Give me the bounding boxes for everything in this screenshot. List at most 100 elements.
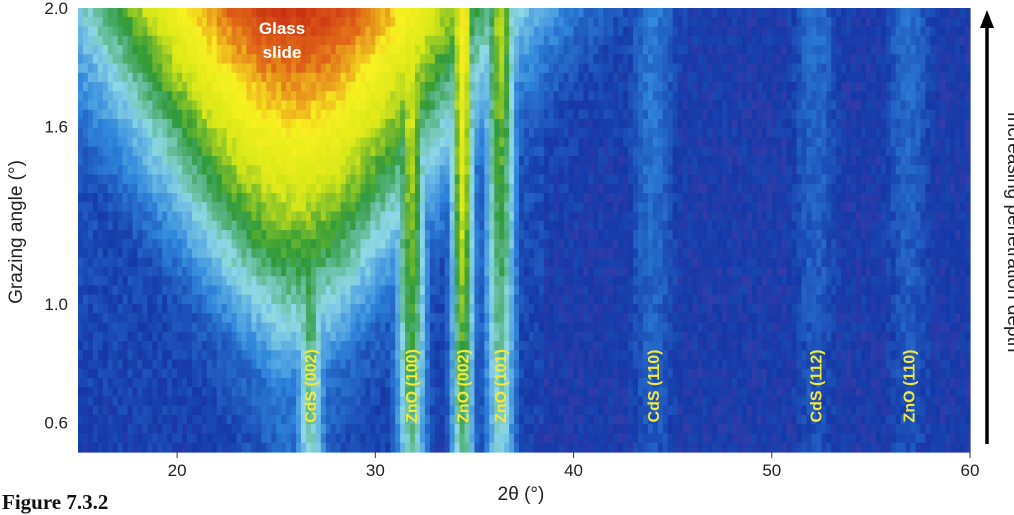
- heatmap-cell: [504, 72, 510, 83]
- heatmap-cell: [479, 54, 485, 65]
- heatmap-cell: [236, 220, 243, 231]
- heatmap-cell: [742, 137, 748, 148]
- heatmap-cell: [301, 220, 307, 231]
- heatmap-cell: [325, 109, 332, 120]
- heatmap-cell: [400, 211, 406, 222]
- heatmap-cell: [712, 156, 718, 166]
- heatmap-cell: [137, 109, 144, 120]
- heatmap-cell: [791, 100, 798, 111]
- heatmap-cell: [494, 137, 500, 148]
- heatmap-cell: [776, 45, 783, 55]
- heatmap-cell: [127, 183, 134, 194]
- heatmap-cell: [87, 8, 94, 18]
- heatmap-cell: [593, 137, 599, 148]
- heatmap-cell: [310, 156, 317, 166]
- heatmap-cell: [196, 82, 203, 92]
- heatmap-cell: [167, 239, 173, 250]
- heatmap-cell: [92, 248, 99, 259]
- heatmap-cell: [608, 91, 614, 102]
- heatmap-cell: [821, 91, 827, 102]
- heatmap-cell: [955, 211, 961, 222]
- heatmap-cell: [424, 35, 431, 46]
- heatmap-cell: [196, 72, 203, 83]
- heatmap-cell: [137, 220, 144, 231]
- heatmap-cell: [400, 63, 406, 74]
- heatmap-cell: [191, 82, 198, 92]
- heatmap-cell: [900, 193, 907, 203]
- heatmap-cell: [895, 174, 902, 185]
- heatmap-cell: [137, 17, 144, 28]
- heatmap-cell: [960, 119, 966, 129]
- heatmap-cell: [836, 193, 842, 203]
- heatmap-cell: [826, 35, 832, 46]
- heatmap-cell: [489, 165, 495, 176]
- heatmap-cell: [920, 174, 926, 185]
- heatmap-cell: [410, 220, 416, 231]
- heatmap-cell: [385, 26, 391, 37]
- heatmap-cell: [102, 8, 109, 18]
- heatmap-cell: [177, 63, 183, 74]
- heatmap-cell: [509, 220, 515, 231]
- heatmap-cell: [935, 54, 941, 65]
- heatmap-cell: [935, 193, 941, 203]
- heatmap-cell: [87, 119, 94, 129]
- heatmap-cell: [266, 72, 272, 83]
- heatmap-cell: [449, 128, 456, 139]
- heatmap-cell: [97, 248, 104, 259]
- heatmap-cell: [737, 82, 743, 92]
- heatmap-cell: [756, 165, 763, 176]
- heatmap-cell: [662, 63, 669, 74]
- heatmap-cell: [633, 91, 639, 102]
- heatmap-cell: [950, 220, 956, 231]
- heatmap-cell: [117, 165, 124, 176]
- heatmap-cell: [806, 165, 813, 176]
- heatmap-cell: [414, 8, 421, 18]
- heatmap-cell: [672, 193, 679, 203]
- heatmap-cell: [484, 220, 490, 231]
- heatmap-cell: [182, 26, 188, 37]
- heatmap-cell: [375, 202, 381, 213]
- heatmap-cell: [489, 8, 495, 18]
- heatmap-cell: [296, 119, 302, 129]
- heatmap-cell: [890, 63, 897, 74]
- heatmap-cell: [107, 119, 114, 129]
- heatmap-cell: [479, 82, 485, 92]
- heatmap-cell: [563, 239, 570, 250]
- heatmap-cell: [717, 202, 723, 213]
- heatmap-cell: [325, 156, 332, 166]
- heatmap-cell: [281, 128, 287, 139]
- heatmap-cell: [107, 128, 114, 139]
- heatmap-cell: [533, 109, 540, 120]
- heatmap-cell: [707, 239, 713, 250]
- heatmap-cell: [806, 109, 813, 120]
- heatmap-cell: [365, 72, 371, 83]
- heatmap-cell: [692, 26, 699, 37]
- heatmap-cell: [107, 257, 114, 268]
- heatmap-cell: [132, 45, 139, 55]
- heatmap-cell: [370, 239, 376, 250]
- heatmap-cell: [727, 91, 733, 102]
- heatmap-cell: [945, 91, 951, 102]
- heatmap-cell: [514, 230, 520, 240]
- heatmap-cell: [930, 17, 936, 28]
- heatmap-cell: [806, 193, 813, 203]
- heatmap-cell: [925, 63, 931, 74]
- heatmap-cell: [875, 239, 882, 250]
- heatmap-cell: [533, 119, 540, 129]
- heatmap-cell: [504, 91, 510, 102]
- heatmap-cell: [821, 100, 827, 111]
- heatmap-cell: [469, 174, 476, 185]
- heatmap-cell: [78, 63, 84, 74]
- heatmap-cell: [528, 137, 535, 148]
- heatmap-cell: [737, 248, 743, 259]
- heatmap-cell: [965, 72, 971, 83]
- heatmap-cell: [340, 54, 347, 65]
- heatmap-cell: [360, 8, 367, 18]
- heatmap-cell: [672, 165, 679, 176]
- heatmap-cell: [895, 119, 902, 129]
- heatmap-cell: [578, 202, 585, 213]
- heatmap-cell: [717, 54, 723, 65]
- heatmap-cell: [801, 137, 808, 148]
- heatmap-cell: [662, 165, 669, 176]
- heatmap-cell: [256, 230, 262, 240]
